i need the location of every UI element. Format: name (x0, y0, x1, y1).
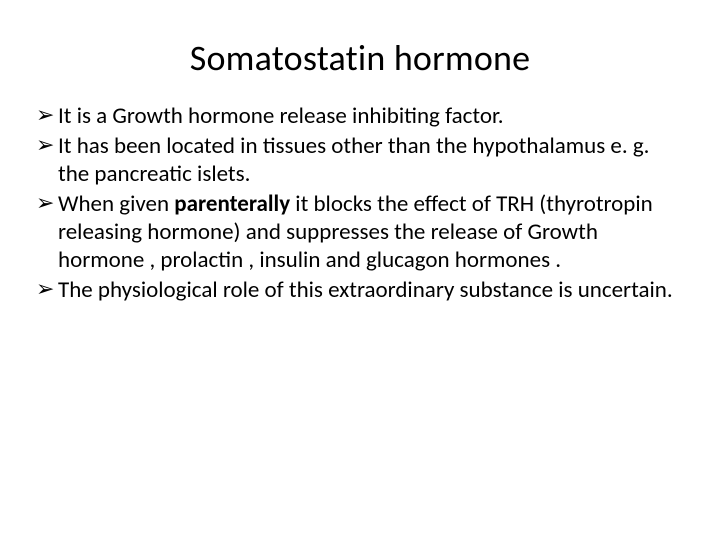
bullet-item: ➢ When given parenterally it blocks the … (36, 190, 684, 274)
bullet-text-before: The physiological role of this extraordi… (58, 276, 673, 304)
bullet-arrow-icon: ➢ (36, 190, 54, 217)
bullet-arrow-icon: ➢ (36, 276, 54, 303)
bullet-text-before: It is a Growth hormone release inhibitin… (58, 102, 504, 130)
bullet-item: ➢ It is a Growth hormone release inhibit… (36, 102, 684, 130)
slide-title: Somatostatin hormone (28, 36, 692, 80)
bullet-text-bold: parenterally (174, 190, 290, 218)
bullet-text-before: It has been located in tissues other tha… (58, 132, 650, 188)
bullet-arrow-icon: ➢ (36, 102, 54, 129)
bullet-arrow-icon: ➢ (36, 132, 54, 159)
bullet-item: ➢ The physiological role of this extraor… (36, 276, 684, 304)
bullet-list: ➢ It is a Growth hormone release inhibit… (28, 102, 692, 304)
bullet-text-before: When given (58, 190, 174, 218)
slide: Somatostatin hormone ➢ It is a Growth ho… (0, 0, 720, 540)
bullet-item: ➢ It has been located in tissues other t… (36, 132, 684, 188)
